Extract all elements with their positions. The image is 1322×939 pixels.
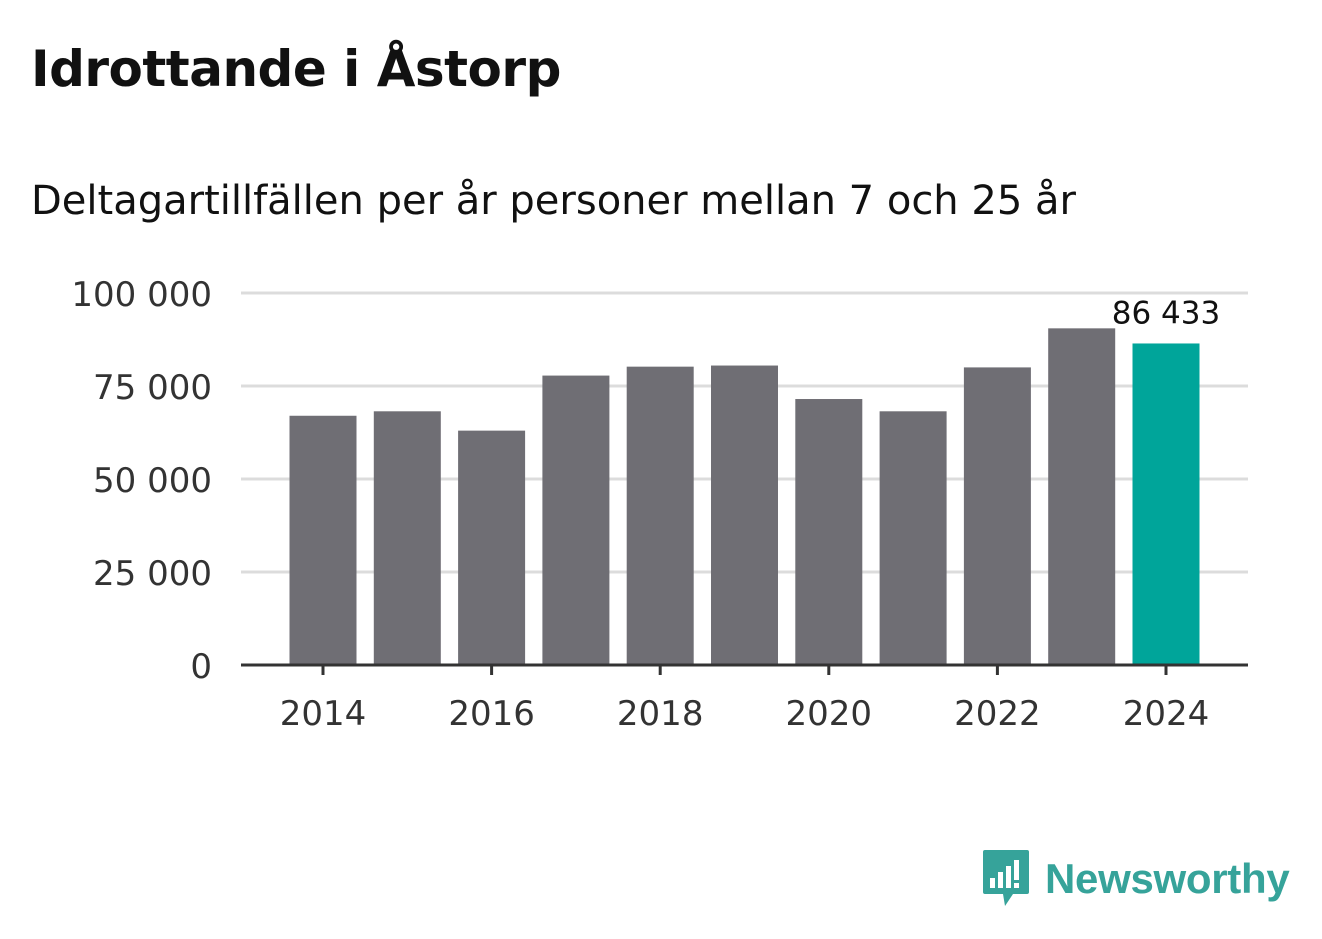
y-tick-label: 25 000	[93, 554, 212, 594]
bar-2022	[963, 367, 1031, 665]
y-tick-label: 50 000	[93, 461, 212, 501]
x-tick-label: 2016	[448, 694, 535, 734]
axes	[241, 663, 1248, 675]
brand-name: Newsworthy	[1045, 855, 1290, 902]
x-tick-label: 2020	[786, 694, 873, 734]
newsworthy-logo: Newsworthy	[981, 848, 1290, 910]
chart-subtitle: Deltagartillfällen per år personer mella…	[31, 178, 1076, 224]
y-tick-label: 100 000	[71, 275, 212, 315]
bar-2014	[289, 415, 357, 665]
bars	[289, 328, 1200, 665]
x-tick-label: 2022	[954, 694, 1041, 734]
data-label-2024: 86 433	[1112, 295, 1220, 331]
bar-2018	[626, 366, 694, 665]
bar-2023	[1048, 328, 1116, 665]
x-tick-label: 2014	[280, 694, 367, 734]
labels: 0 25 000 50 000 75 000 100 000 2014 2016 2018 20…	[71, 275, 1220, 734]
bar-2020	[795, 399, 863, 665]
y-tick-label: 75 000	[93, 368, 212, 408]
bar-2024	[1132, 343, 1200, 665]
bar-2015	[373, 411, 441, 665]
bar-2021	[879, 411, 947, 665]
x-tick-label: 2018	[617, 694, 704, 734]
x-tick-label: 2024	[1123, 694, 1210, 734]
chart-title: Idrottande i Åstorp	[31, 40, 561, 98]
bar-2016	[458, 430, 526, 665]
newsworthy-logo-icon	[983, 850, 1029, 906]
y-tick-label: 0	[190, 647, 212, 687]
bar-2019	[711, 365, 778, 665]
bar-2017	[542, 375, 610, 665]
